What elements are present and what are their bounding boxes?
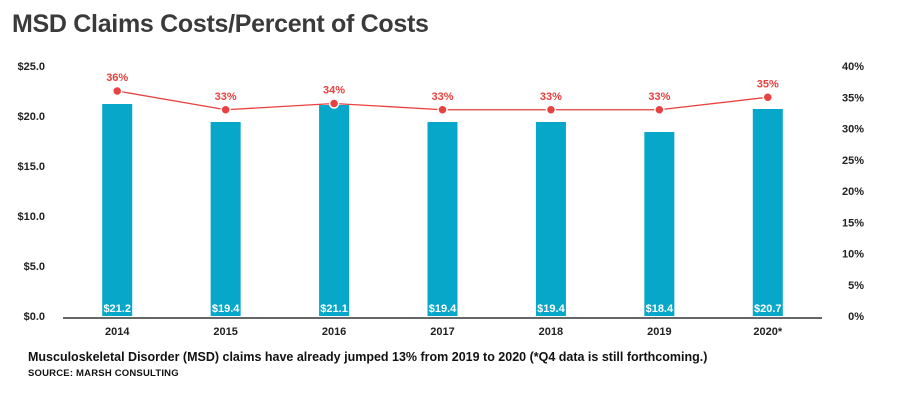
percent-label: 34% bbox=[323, 85, 345, 97]
percent-point bbox=[545, 104, 557, 115]
y-left-tick-label: $0.0 bbox=[24, 311, 45, 323]
y-right-tick-label: 0% bbox=[848, 311, 864, 323]
bar-2019 bbox=[644, 132, 675, 316]
percent-label: 33% bbox=[431, 91, 453, 103]
y-right-tick-label: 10% bbox=[842, 249, 864, 261]
y-right-tick-label: 35% bbox=[842, 92, 864, 104]
bar-value-label: $19.4 bbox=[212, 303, 240, 315]
percent-point bbox=[762, 92, 774, 103]
chart-caption: Musculoskeletal Disorder (MSD) claims ha… bbox=[28, 350, 708, 364]
x-tick-label: 2019 bbox=[647, 326, 671, 338]
bar-2020* bbox=[752, 109, 783, 316]
bar-value-label: $21.2 bbox=[103, 303, 131, 315]
percent-label: 33% bbox=[215, 91, 237, 103]
bar-value-label: $21.1 bbox=[320, 303, 348, 315]
x-tick-label: 2017 bbox=[430, 326, 454, 338]
y-left-tick-label: $20.0 bbox=[17, 111, 45, 123]
percent-point bbox=[220, 104, 231, 115]
chart-source: SOURCE: MARSH CONSULTING bbox=[28, 368, 179, 379]
percent-point bbox=[111, 85, 123, 97]
percent-point bbox=[654, 104, 665, 115]
bar-2018 bbox=[535, 122, 566, 316]
percent-point bbox=[328, 98, 340, 109]
bar-value-label: $19.4 bbox=[429, 303, 457, 315]
y-right-tick-label: 40% bbox=[842, 61, 864, 73]
percent-label: 35% bbox=[757, 78, 779, 90]
x-tick-label: 2020* bbox=[753, 326, 782, 338]
bar-value-label: $20.7 bbox=[754, 303, 782, 315]
bar-2015 bbox=[210, 122, 241, 316]
y-left-tick-label: $10.0 bbox=[17, 211, 45, 223]
chart-title: MSD Claims Costs/Percent of Costs bbox=[12, 10, 429, 38]
x-tick-label: 2018 bbox=[539, 326, 563, 338]
bar-2017 bbox=[427, 122, 458, 316]
y-right-tick-label: 5% bbox=[848, 280, 864, 292]
y-left-tick-label: $5.0 bbox=[24, 261, 45, 273]
percent-label: 36% bbox=[106, 72, 128, 84]
bar-2014 bbox=[102, 104, 133, 316]
y-right-tick-label: 25% bbox=[842, 155, 864, 167]
bar-value-label: $18.4 bbox=[646, 303, 674, 315]
percent-label: 33% bbox=[648, 91, 670, 103]
y-left-tick-label: $25.0 bbox=[17, 61, 45, 73]
bar-2016 bbox=[319, 105, 350, 316]
percent-label: 33% bbox=[540, 91, 562, 103]
y-right-tick-label: 20% bbox=[842, 186, 864, 198]
y-right-tick-label: 15% bbox=[842, 217, 864, 229]
x-tick-label: 2014 bbox=[105, 326, 130, 338]
bar-value-label: $19.4 bbox=[537, 303, 565, 315]
y-left-tick-label: $15.0 bbox=[17, 161, 45, 173]
y-right-tick-label: 30% bbox=[842, 124, 864, 136]
percent-point bbox=[437, 104, 448, 115]
x-tick-label: 2015 bbox=[213, 326, 237, 338]
x-tick-label: 2016 bbox=[322, 326, 346, 338]
